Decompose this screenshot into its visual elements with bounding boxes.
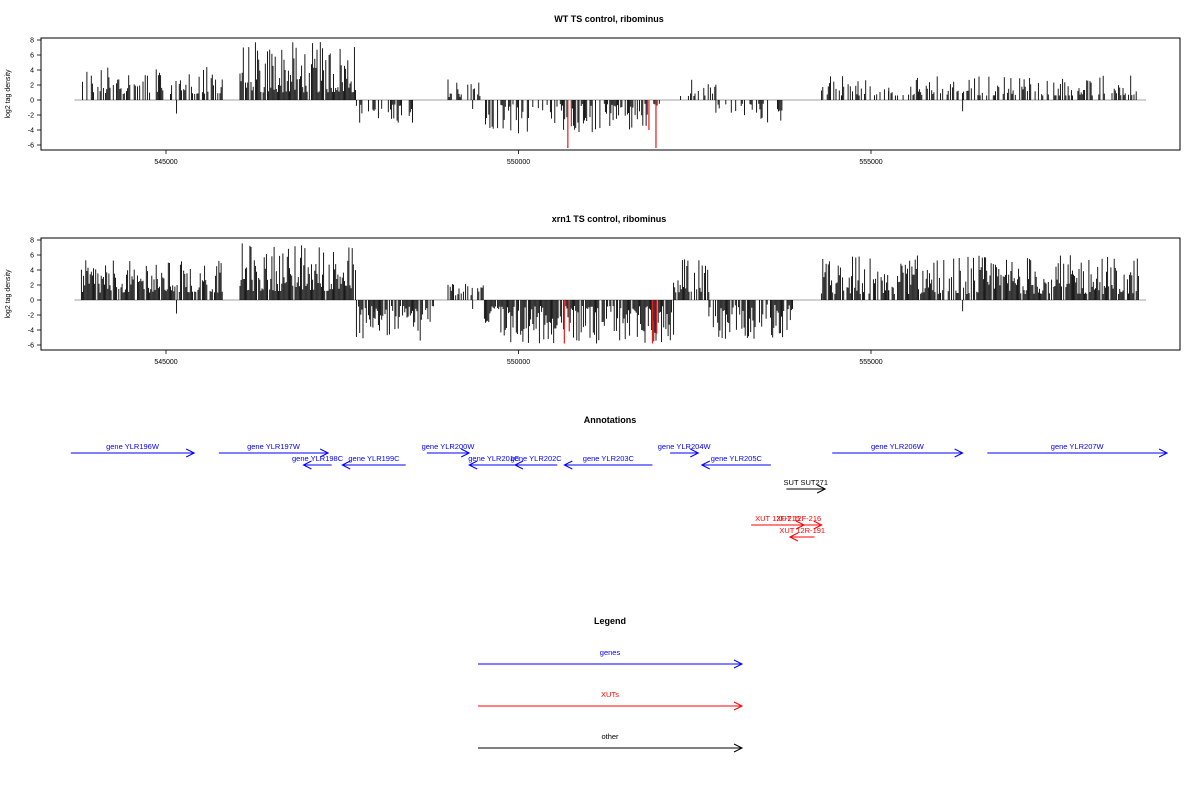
legend-items: genes XUTs other <box>478 648 744 753</box>
y-tick-label: -4 <box>28 328 34 335</box>
feature-arrowhead <box>460 448 471 458</box>
feature-arrowhead <box>690 448 700 458</box>
plot-frame <box>40 237 1181 351</box>
x-tick-label: 555000 <box>859 359 882 366</box>
feature-arrowhead <box>954 448 964 458</box>
y-tick-label: -2 <box>28 313 34 320</box>
y-tick-label: 0 <box>30 298 34 305</box>
y-tick-label: 0 <box>30 98 34 105</box>
feature-label: XUT 12R-191 <box>779 526 825 535</box>
y-axis-label: log2 tag density <box>5 69 12 119</box>
feature-arrowhead <box>185 448 196 458</box>
feature-arrowhead <box>700 460 711 470</box>
xrn1-coverage-panel: xrn1 TS control, ribominus log2 tag dens… <box>5 214 1181 366</box>
feature-group: gene YLR196W gene YLR197W gene YLR198C gene… <box>70 442 1169 542</box>
feature-arrowhead <box>1158 448 1169 458</box>
wt-coverage-panel: WT TS control, ribominus log2 tag densit… <box>5 14 1181 166</box>
bar-group <box>74 42 1146 148</box>
y-tick-label: 6 <box>30 53 34 60</box>
y-axis: -6 -4 -2 0 2 4 6 8 <box>28 238 41 350</box>
plot-frame <box>40 37 1181 151</box>
x-axis: 545000 550000 555000 <box>154 150 883 166</box>
feature-arrowhead <box>319 448 330 458</box>
legend-label: XUTs <box>601 690 619 699</box>
legend-title: Legend <box>594 616 626 626</box>
y-tick-label: 8 <box>30 238 34 245</box>
annotations-title: Annotations <box>584 415 637 425</box>
feature-arrowhead <box>341 460 351 470</box>
feature-label: gene YLR201C <box>468 454 520 463</box>
y-tick-label: 2 <box>30 283 34 290</box>
x-tick-label: 555000 <box>859 159 882 166</box>
feature-label: SUT SUT271 <box>784 478 828 487</box>
x-tick-label: 550000 <box>507 359 530 366</box>
feature-arrowhead <box>788 532 799 542</box>
feature-label: XUT 12F-215 <box>755 514 800 523</box>
feature-arrowhead <box>302 460 312 470</box>
annotations-track: Annotations gene YLR196W gene YLR197Wgene… <box>70 415 1169 542</box>
y-tick-label: 2 <box>30 83 34 90</box>
feature-arrowhead <box>513 460 524 470</box>
bar-group <box>74 243 1146 344</box>
y-tick-label: -6 <box>28 143 34 150</box>
legend-arrowhead <box>733 659 744 669</box>
y-axis: -6 -4 -2 0 2 4 6 8 <box>28 38 41 150</box>
feature-label: gene YLR202C <box>511 454 563 463</box>
y-tick-label: -4 <box>28 128 34 135</box>
feature-label: gene YLR200W <box>422 442 476 451</box>
y-tick-label: -2 <box>28 113 34 120</box>
feature-arrowhead <box>563 460 573 470</box>
y-tick-label: 8 <box>30 38 34 45</box>
feature-label: gene YLR207W <box>1051 442 1105 451</box>
feature-label: gene YLR199C <box>348 454 400 463</box>
panel-title: WT TS control, ribominus <box>554 14 664 24</box>
x-tick-label: 545000 <box>154 159 177 166</box>
feature-label: gene YLR197W <box>247 442 301 451</box>
y-tick-label: -6 <box>28 343 34 350</box>
legend-label: genes <box>600 648 621 657</box>
feature-label: gene YLR198C <box>292 454 344 463</box>
panel-title: xrn1 TS control, ribominus <box>552 214 667 224</box>
x-tick-label: 550000 <box>507 159 530 166</box>
legend-arrowhead <box>733 701 744 711</box>
y-axis-label: log2 tag density <box>5 269 12 319</box>
feature-arrowhead <box>468 460 478 470</box>
y-tick-label: 4 <box>30 268 34 275</box>
x-tick-label: 545000 <box>154 359 177 366</box>
feature-label: gene YLR196W <box>106 442 160 451</box>
feature-label: gene YLR205C <box>711 454 763 463</box>
y-tick-label: 6 <box>30 253 34 260</box>
y-tick-label: 4 <box>30 68 34 75</box>
legend-label: other <box>601 732 619 741</box>
feature-label: gene YLR206W <box>871 442 925 451</box>
feature-arrowhead <box>813 520 823 530</box>
legend: Legend genes XUTs other <box>478 616 744 753</box>
x-axis: 545000 550000 555000 <box>154 350 883 366</box>
legend-arrowhead <box>733 743 744 753</box>
feature-label: gene YLR204W <box>658 442 712 451</box>
feature-label: gene YLR203C <box>583 454 635 463</box>
feature-label: XUT 12F-216 <box>776 514 821 523</box>
feature-arrowhead <box>816 484 827 494</box>
